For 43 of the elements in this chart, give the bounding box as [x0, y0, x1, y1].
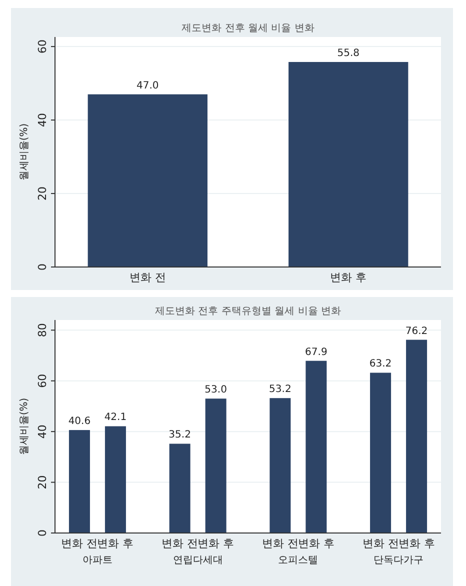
data-label: 76.2 — [405, 326, 428, 337]
y-axis-title: 월세비율(%) — [19, 123, 30, 181]
bar — [406, 340, 428, 533]
y-tick-label: 40 — [36, 113, 49, 128]
data-label: 47.0 — [136, 80, 159, 92]
text: 변화 전 — [262, 537, 298, 550]
bar — [270, 398, 291, 533]
y-tick-label: 40 — [36, 424, 49, 439]
chart-title: 제도변화 전후 월세 비율 변화 — [182, 23, 314, 34]
bar — [169, 444, 190, 533]
bar — [104, 426, 126, 533]
text: 변화 후 — [198, 537, 234, 550]
series-label: 변화 전 — [61, 537, 98, 550]
y-tick-label: 20 — [36, 475, 49, 490]
y-tick-label: 80 — [36, 323, 49, 338]
y-tick-label: 20 — [36, 186, 49, 201]
x-tick-label: 연립다세대 — [172, 555, 223, 566]
y-tick-label: 0 — [36, 530, 49, 536]
series-label: 변화 후 — [97, 537, 134, 550]
y-tick-label: 0 — [36, 264, 49, 270]
text: 변화 전 — [162, 537, 198, 550]
text: 변화 후 — [398, 537, 435, 550]
data-label: 63.2 — [369, 358, 392, 370]
bar — [68, 430, 90, 533]
data-label: 42.1 — [104, 412, 127, 424]
data-label: 53.2 — [269, 384, 292, 396]
bar — [306, 360, 327, 533]
data-label: 53.0 — [204, 384, 227, 396]
data-label: 40.6 — [68, 416, 91, 428]
chart-title: 제도변화 전후 주택유형별 월세 비율 변화 — [155, 306, 341, 317]
x-tick-label: 오피스텔 — [278, 555, 318, 566]
x-tick-label: 아파트 — [82, 555, 112, 566]
data-label: 35.2 — [168, 430, 191, 441]
text: 변화 전 — [362, 537, 399, 550]
x-tick-label: 단독다가구 — [374, 555, 424, 566]
data-label: 67.9 — [305, 346, 328, 358]
data-label: 55.8 — [337, 48, 360, 59]
bar — [205, 398, 226, 533]
y-axis-title: 월세비율(%) — [19, 398, 30, 456]
text: 변화 후 — [298, 537, 334, 550]
bar — [370, 372, 392, 533]
y-tick-label: 60 — [36, 374, 49, 388]
y-tick-label: 60 — [36, 40, 49, 54]
